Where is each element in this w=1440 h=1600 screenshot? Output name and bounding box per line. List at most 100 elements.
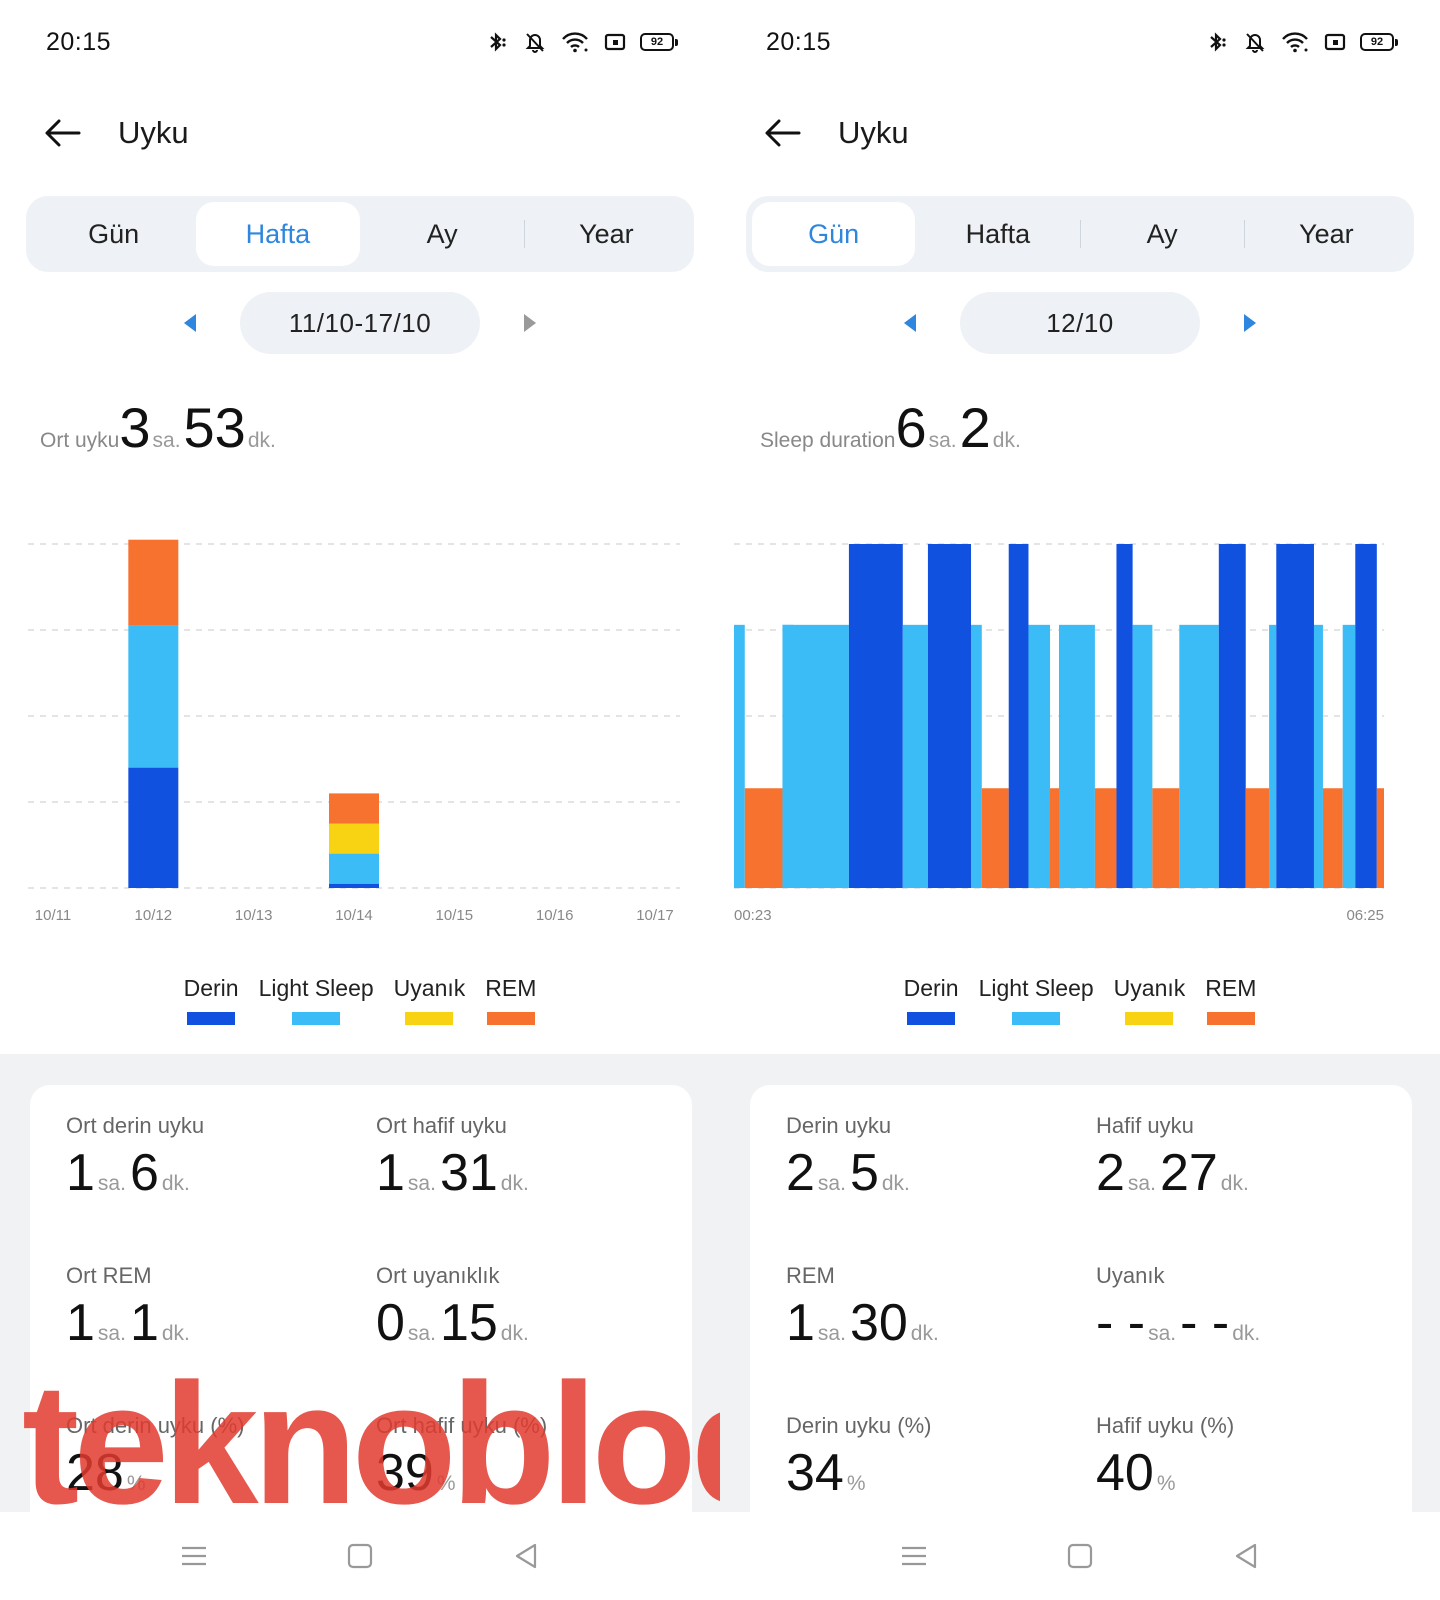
stat-label: Hafif uyku <box>1096 1113 1194 1138</box>
stat-avg-deep-percent: Ort derin uyku (%) 28% <box>66 1413 356 1499</box>
stage-segment-rem[interactable] <box>1376 788 1384 888</box>
nav-recents-button[interactable] <box>894 1536 934 1576</box>
triangle-left-icon <box>184 314 196 332</box>
stat-percent-unit: % <box>1156 1472 1176 1495</box>
bar-segment-light-sleep[interactable] <box>329 853 379 884</box>
triangle-left-icon <box>904 314 916 332</box>
nav-back-button[interactable] <box>506 1536 546 1576</box>
battery-icon: 92 <box>640 33 678 51</box>
stage-segment-light-sleep[interactable] <box>782 624 849 888</box>
back-button[interactable] <box>42 113 82 153</box>
stat-value: 39% <box>376 1447 666 1499</box>
triangle-right-icon <box>1244 314 1256 332</box>
stage-segment-rem[interactable] <box>1094 788 1117 888</box>
stage-segment-derin[interactable] <box>1276 544 1314 888</box>
stage-segment-rem[interactable] <box>1322 788 1343 888</box>
summary-minutes-unit: dk. <box>992 429 1021 452</box>
stats-card: Derin uyku 2 sa. 5 dk. Hafif uyku 2 sa. 27 dk.… <box>750 1085 1412 1555</box>
nav-recents-button[interactable] <box>174 1536 214 1576</box>
tab-year[interactable]: Year <box>1299 218 1354 249</box>
stat-deep-sleep: Derin uyku 2 sa. 5 dk. <box>786 1113 1076 1199</box>
stage-segment-light-sleep[interactable] <box>1269 624 1277 888</box>
nav-back-button[interactable] <box>1226 1536 1266 1576</box>
bar-segment-rem[interactable] <box>329 793 379 824</box>
stage-segment-derin[interactable] <box>1116 544 1133 888</box>
tab-hafta[interactable]: Hafta <box>965 218 1031 249</box>
mute-bell-icon <box>1245 33 1265 53</box>
stage-segment-rem[interactable] <box>981 788 1009 888</box>
back-button[interactable] <box>762 113 802 153</box>
status-icons: 92 <box>1206 31 1398 53</box>
stage-segment-rem[interactable] <box>1050 788 1059 888</box>
legend-swatch <box>292 1012 341 1025</box>
summary-minutes-unit: dk. <box>247 429 276 452</box>
legend-label: Derin <box>903 975 959 1001</box>
bar-segment-uyanik[interactable] <box>329 823 379 854</box>
legend-swatch <box>1012 1012 1061 1025</box>
prev-period-button[interactable] <box>890 303 930 343</box>
stage-segment-light-sleep[interactable] <box>1028 624 1051 888</box>
stat-value: 2 sa. 5 dk. <box>786 1147 1076 1199</box>
tab-hafta[interactable]: Hafta <box>196 202 360 266</box>
stage-segment-derin[interactable] <box>927 544 972 888</box>
square-home-icon <box>1067 1543 1093 1569</box>
legend-item-rem: REM <box>1205 975 1256 1025</box>
nav-home-button[interactable] <box>340 1536 380 1576</box>
bar-segment-derin[interactable] <box>128 767 179 888</box>
stat-value: - - sa. - - dk. <box>1096 1297 1386 1349</box>
menu-lines-icon <box>902 1546 926 1566</box>
stat-rem: REM 1 sa. 30 dk. <box>786 1263 1076 1349</box>
date-range-label[interactable]: 12/10 <box>960 292 1200 354</box>
bar-segment-derin[interactable] <box>329 883 379 888</box>
stage-segment-light-sleep[interactable] <box>1313 624 1323 888</box>
stage-segment-derin[interactable] <box>1218 544 1246 888</box>
stage-segment-light-sleep[interactable] <box>734 624 745 888</box>
system-nav-bar <box>720 1512 1440 1600</box>
legend-label: Uyanık <box>393 975 466 1001</box>
tab-gun[interactable]: Gün <box>752 202 916 266</box>
stat-minutes: - - <box>1180 1294 1230 1352</box>
stage-segment-rem[interactable] <box>744 788 783 888</box>
stage-segment-light-sleep[interactable] <box>1059 624 1095 888</box>
stat-hours: 2 <box>786 1144 815 1202</box>
stage-segment-light-sleep[interactable] <box>1342 624 1356 888</box>
stage-segment-derin[interactable] <box>848 544 903 888</box>
tab-year[interactable]: Year <box>579 218 634 249</box>
prev-period-button[interactable] <box>170 303 210 343</box>
nav-home-button[interactable] <box>1060 1536 1100 1576</box>
next-period-button[interactable] <box>1230 303 1270 343</box>
stat-minutes: 5 <box>849 1144 879 1202</box>
stat-minutes-unit: dk. <box>500 1172 529 1195</box>
tab-divider <box>1079 220 1081 248</box>
stage-segment-rem[interactable] <box>1152 788 1180 888</box>
stage-segment-light-sleep[interactable] <box>1132 624 1153 888</box>
wifi-icon <box>1282 32 1308 53</box>
daily-sleep-chart: 00:23 06:25 <box>720 530 1440 940</box>
legend-item-derin: Derin <box>904 975 959 1025</box>
legend-label: Light Sleep <box>978 975 1094 1001</box>
tab-ay[interactable]: Ay <box>1146 218 1178 249</box>
status-bar: 20:15 92 <box>766 22 1398 62</box>
stage-segment-light-sleep[interactable] <box>971 624 982 888</box>
stage-segment-rem[interactable] <box>1245 788 1270 888</box>
stat-label: Uyanık <box>1096 1263 1165 1288</box>
legend-swatch <box>1125 1012 1174 1025</box>
stat-label: Ort uyanıklık <box>376 1263 500 1288</box>
bar-segment-rem[interactable] <box>128 539 179 626</box>
stat-hours: 1 <box>66 1294 95 1352</box>
tab-gun[interactable]: Gün <box>88 218 140 249</box>
stat-percent-unit: % <box>436 1472 456 1495</box>
stat-awake: Uyanık - - sa. - - dk. <box>1096 1263 1386 1349</box>
tab-divider <box>523 220 525 248</box>
stage-segment-derin[interactable] <box>1008 544 1029 888</box>
next-period-button[interactable] <box>510 303 550 343</box>
stage-segment-light-sleep[interactable] <box>1179 624 1219 888</box>
stat-hours: 1 <box>66 1144 95 1202</box>
stage-segment-light-sleep[interactable] <box>902 624 928 888</box>
summary-minutes: 2 <box>959 396 991 459</box>
bar-segment-light-sleep[interactable] <box>128 625 179 768</box>
stat-value: 1 sa. 1 dk. <box>66 1297 356 1349</box>
date-range-label[interactable]: 11/10-17/10 <box>240 292 480 354</box>
tab-ay[interactable]: Ay <box>426 218 458 249</box>
stage-segment-derin[interactable] <box>1355 544 1377 888</box>
